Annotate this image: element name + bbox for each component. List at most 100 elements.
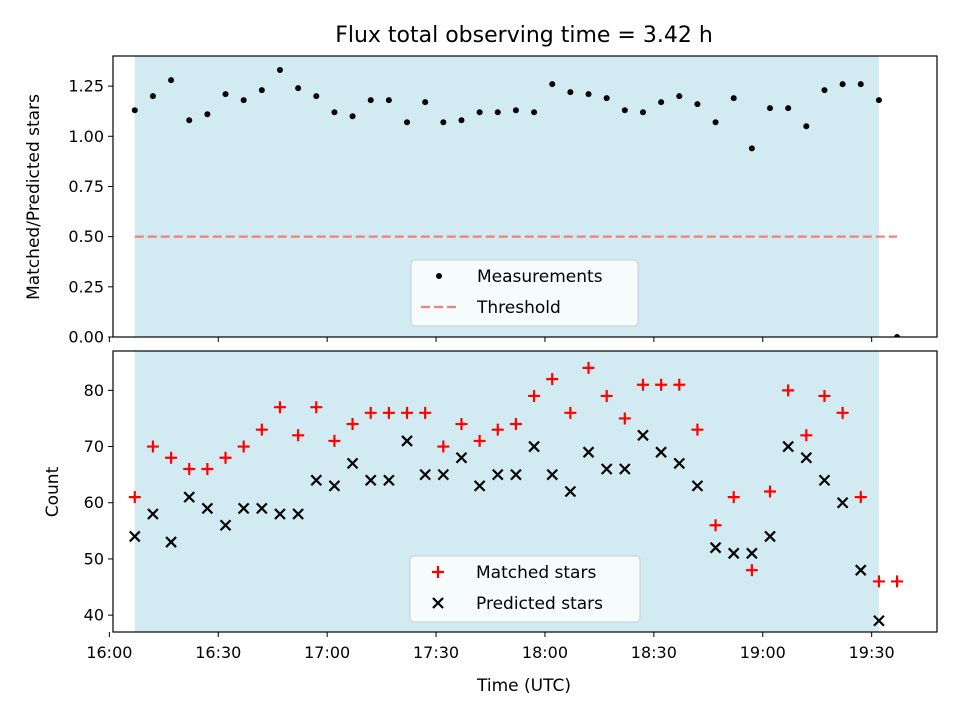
- measurement-point: [658, 99, 665, 106]
- legend-box: [409, 555, 641, 623]
- predicted-star-point: [401, 435, 413, 447]
- matched-star-point: [891, 575, 904, 588]
- measurement-point: [258, 87, 265, 94]
- predicted-star-point: [201, 502, 214, 515]
- matched-star-point: [183, 463, 196, 476]
- predicted-star-point: [328, 480, 341, 492]
- matched-star-point: [872, 575, 885, 588]
- x-tick-label: 16:00: [86, 643, 132, 662]
- y-tick-label: 50: [84, 549, 104, 568]
- measurement-point: [404, 119, 411, 126]
- predicted-star-point: [237, 502, 250, 515]
- matched-star-point: [836, 406, 849, 419]
- axes-frame: [112, 350, 938, 633]
- predicted-star-point: [691, 480, 704, 492]
- predicted-star-point: [564, 485, 577, 498]
- y-tick-label: 0.25: [68, 277, 104, 296]
- matched-star-point: [509, 418, 522, 431]
- measurement-point: [894, 334, 901, 337]
- y-axis-label-ratio: Matched/Predicted stars: [24, 94, 44, 300]
- x-tick-label: 18:30: [631, 643, 677, 662]
- predicted-star-point: [256, 502, 268, 515]
- measurement-point: [748, 145, 755, 152]
- matched-star-point: [600, 389, 613, 402]
- measurement-point: [767, 105, 774, 112]
- matched-star-point: [473, 434, 486, 447]
- predicted-star-point: [619, 463, 631, 475]
- measurement-point: [186, 117, 193, 124]
- matched-star-point: [546, 373, 559, 386]
- matched-star-point: [691, 423, 704, 436]
- count-panel: 40 50 60 70 80 16:00 16:30 17:00 17:30 18:00 18:30…: [84, 350, 938, 662]
- legend-predicted-label: Predicted stars: [476, 594, 603, 614]
- predicted-star-point: [473, 480, 486, 492]
- measurement-point: [458, 117, 465, 124]
- legend-box: [410, 259, 639, 327]
- figure-title: Flux total observing time = 3.42 h: [335, 23, 713, 48]
- legend-matched-label: Matched stars: [476, 563, 596, 583]
- matched-star-point: [346, 418, 359, 431]
- axes-frame: [112, 55, 938, 338]
- measurement-point: [512, 107, 519, 114]
- x-tick-label: 16:30: [195, 643, 241, 662]
- y-tick-label: 60: [84, 493, 104, 512]
- predicted-star-point: [383, 474, 395, 487]
- predicted-star-point: [782, 440, 794, 453]
- y-axis-label-count: Count: [43, 466, 63, 517]
- measurement-point: [803, 123, 810, 130]
- matched-star-point: [564, 406, 577, 419]
- predicted-star-point: [764, 530, 776, 543]
- matched-star-point: [745, 564, 758, 577]
- predicted-star-point: [637, 429, 649, 442]
- legend-predicted-marker: [432, 597, 444, 609]
- legend-threshold-label: Threshold: [476, 298, 561, 318]
- matched-star-point: [382, 406, 395, 419]
- measurement-point: [240, 97, 247, 104]
- predicted-star-point: [854, 564, 867, 576]
- measurement-point: [440, 119, 447, 126]
- y-tick-label: 0.75: [68, 177, 104, 196]
- measurement-point: [821, 87, 828, 94]
- measurement-point: [331, 109, 338, 116]
- y-tick-label: 1.25: [68, 77, 104, 96]
- ratio-panel: 0.00 0.25 0.50 0.75 1.00 1.25 Measurements Thre…: [68, 55, 938, 347]
- predicted-star-point: [510, 468, 522, 481]
- matched-star-point: [764, 485, 777, 498]
- measurement-point: [785, 105, 792, 112]
- matched-star-point: [455, 418, 468, 431]
- predicted-star-point: [746, 547, 758, 560]
- matched-star-point: [237, 440, 250, 453]
- matched-star-point: [401, 406, 414, 419]
- predicted-star-point: [727, 547, 740, 560]
- measurement-point: [295, 85, 302, 92]
- measurement-point: [730, 95, 737, 102]
- measurement-point: [422, 99, 429, 106]
- matched-star-point: [292, 429, 305, 442]
- x-tick-label: 17:00: [304, 643, 350, 662]
- predicted-star-point: [183, 491, 196, 503]
- measurement-point: [204, 111, 211, 118]
- measurement-point: [494, 109, 501, 116]
- predicted-star-point: [582, 446, 595, 458]
- legend: Matched stars Predicted stars: [409, 555, 641, 623]
- predicted-star-point: [673, 457, 686, 470]
- x-axis-label: Time (UTC): [476, 676, 571, 696]
- measurement-point: [385, 97, 392, 104]
- predicted-star-point: [129, 530, 141, 543]
- matched-star-point: [636, 378, 649, 391]
- measurement-point: [621, 107, 628, 114]
- matched-star-point: [273, 401, 286, 414]
- matched-star-point: [201, 463, 214, 476]
- matched-star-point: [854, 491, 867, 504]
- measurement-point: [531, 109, 538, 116]
- measurement-point: [276, 67, 283, 74]
- legend-matched-marker: [432, 566, 444, 578]
- measurement-point: [222, 91, 229, 98]
- measurement-point: [367, 97, 374, 104]
- matched-star-point: [818, 389, 831, 402]
- measurement-point: [313, 93, 320, 100]
- matched-star-point: [328, 434, 341, 447]
- y-tick-label: 80: [84, 381, 104, 400]
- matched-star-point: [310, 401, 323, 414]
